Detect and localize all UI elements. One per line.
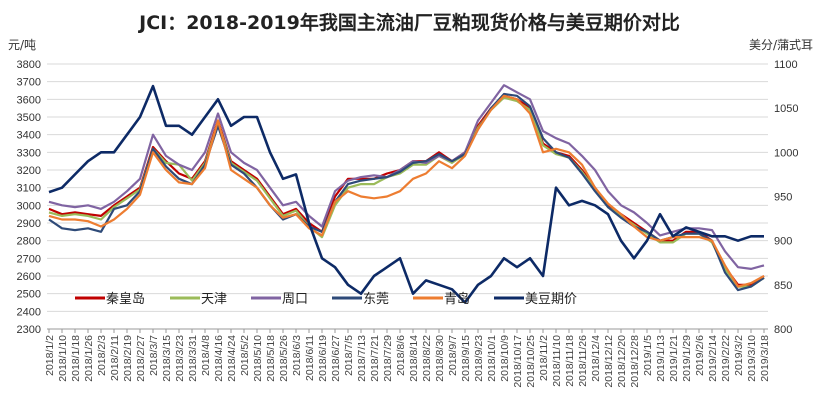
x-tick-label: 2018/11/2 — [538, 335, 550, 381]
x-tick-label: 2018/3/15 — [161, 335, 173, 382]
series-line-东莞 — [48, 92, 765, 292]
series-line-秦皇岛 — [48, 94, 765, 286]
x-tick-label: 2018/6/11 — [304, 335, 316, 381]
y-tick-label: 3800 — [17, 59, 41, 71]
legend-label: 秦皇岛 — [106, 291, 145, 306]
legend-label: 东莞 — [363, 291, 389, 306]
x-tick-label: 2018/4/8 — [200, 335, 212, 376]
y-tick-label: 2600 — [17, 271, 41, 283]
x-tick-label: 2019/2/6 — [694, 335, 706, 376]
y-tick-label: 2500 — [17, 289, 41, 301]
y-tick-label: 3400 — [17, 130, 41, 142]
x-tick-label: 2018/11/10 — [551, 335, 563, 387]
x-tick-label: 2018/3/7 — [148, 335, 160, 376]
chart-title: JCI：2018-2019年我国主流油厂豆粕现货价格与美豆期价对比 — [139, 12, 680, 34]
series-line-青岛 — [48, 94, 765, 288]
y-tick-label: 2900 — [17, 218, 41, 230]
y2-tick-label: 900 — [774, 236, 792, 248]
x-tick-label: 2018/10/17 — [512, 335, 524, 388]
x-tick-label: 2018/2/19 — [122, 335, 134, 382]
x-tick-label: 2018/5/26 — [278, 335, 290, 382]
x-tick-label: 2018/1/2 — [44, 335, 56, 376]
x-tick-label: 2018/1/10 — [57, 335, 69, 382]
x-tick-label: 2019/3/18 — [759, 335, 771, 382]
x-tick-label: 2018/11/26 — [577, 335, 589, 387]
x-tick-label: 2019/3/10 — [746, 335, 758, 382]
x-tick-label: 2018/6/19 — [317, 335, 329, 382]
x-tick-label: 2018/8/30 — [434, 335, 446, 382]
x-tick-label: 2018/2/11 — [109, 335, 121, 381]
y2-tick-label: 950 — [774, 192, 792, 204]
x-tick-label: 2019/2/22 — [720, 335, 732, 382]
x-tick-label: 2018/3/23 — [174, 335, 186, 382]
x-tick-label: 2018/12/4 — [590, 335, 602, 382]
x-tick-label: 2018/7/5 — [343, 335, 355, 376]
y-tick-label: 3300 — [17, 147, 41, 159]
legend-label: 美豆期价 — [525, 291, 577, 306]
y2-tick-label: 850 — [774, 280, 792, 292]
x-tick-label: 2018/7/21 — [369, 335, 381, 382]
x-tick-label: 2018/8/22 — [421, 335, 433, 382]
y-tick-label: 2300 — [17, 324, 41, 336]
x-tick-label: 2018/5/18 — [265, 335, 277, 382]
x-tick-label: 2019/2/14 — [707, 335, 719, 382]
legend-label: 天津 — [201, 291, 227, 306]
x-tick-label: 2018/8/6 — [395, 335, 407, 376]
x-tick-label: 2018/1/26 — [83, 335, 95, 382]
y-tick-label: 3200 — [17, 165, 41, 177]
x-tick-label: 2018/9/15 — [460, 335, 472, 382]
x-tick-label: 2018/7/13 — [356, 335, 368, 382]
x-tick-label: 2018/4/16 — [213, 335, 225, 382]
x-tick-label: 2019/3/2 — [733, 335, 745, 376]
x-tick-label: 2018/6/3 — [291, 335, 303, 376]
x-tick-label: 2018/10/1 — [486, 335, 498, 382]
x-tick-label: 2018/4/24 — [226, 335, 238, 382]
y-tick-label: 3000 — [17, 200, 41, 212]
left-axis-unit: 元/吨 — [8, 38, 37, 52]
y-tick-label: 3700 — [17, 77, 41, 89]
x-tick-label: 2018/6/27 — [330, 335, 342, 382]
x-tick-label: 2018/5/10 — [252, 335, 264, 382]
x-tick-label: 2018/12/12 — [603, 335, 615, 388]
x-tick-label: 2019/1/29 — [681, 335, 693, 382]
x-tick-label: 2018/2/3 — [96, 335, 108, 376]
x-tick-label: 2018/3/31 — [187, 335, 199, 382]
x-tick-label: 2018/7/29 — [382, 335, 394, 382]
y2-tick-label: 1050 — [774, 103, 798, 115]
series-line-周口 — [48, 84, 765, 270]
x-tick-label: 2019/1/13 — [655, 335, 667, 382]
x-tick-label: 2018/12/20 — [616, 335, 628, 388]
x-tick-label: 2018/12/28 — [629, 335, 641, 388]
right-axis-unit: 美分/蒲式耳 — [748, 38, 813, 52]
x-tick-label: 2018/9/7 — [447, 335, 459, 376]
x-tick-label: 2018/9/23 — [473, 335, 485, 382]
x-tick-label: 2018/8/14 — [408, 335, 420, 382]
y2-tick-label: 1100 — [774, 59, 798, 71]
x-tick-label: 2018/2/27 — [135, 335, 147, 382]
y-tick-label: 2700 — [17, 253, 41, 265]
series-line-美豆期价 — [48, 84, 764, 304]
x-tick-label: 2018/1/18 — [70, 335, 82, 382]
y-tick-label: 3100 — [17, 183, 41, 195]
x-tick-label: 2019/1/21 — [668, 335, 680, 382]
x-tick-label: 2018/11/18 — [564, 335, 576, 387]
y2-tick-label: 800 — [774, 324, 792, 336]
legend-label: 青岛 — [444, 291, 470, 306]
series-line-天津 — [48, 96, 765, 288]
y-tick-label: 3500 — [17, 112, 41, 124]
x-tick-label: 2018/10/25 — [525, 335, 537, 388]
y-tick-label: 2400 — [17, 306, 41, 318]
y-tick-label: 2800 — [17, 236, 41, 248]
y-tick-label: 3600 — [17, 94, 41, 106]
legend-label: 周口 — [282, 291, 308, 306]
y2-tick-label: 1000 — [774, 147, 798, 159]
x-tick-label: 2018/10/9 — [499, 335, 511, 382]
x-tick-label: 2019/1/5 — [642, 335, 654, 376]
x-tick-label: 2018/5/2 — [239, 335, 251, 376]
